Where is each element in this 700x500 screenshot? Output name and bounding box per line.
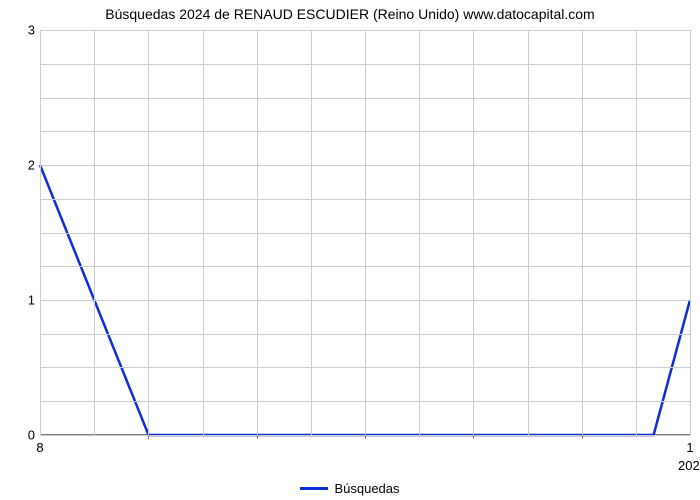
x-tick-mark [582, 435, 583, 439]
y-tick-label: 0 [28, 428, 35, 443]
grid-line-vertical [636, 30, 637, 435]
legend-swatch [300, 487, 328, 490]
grid-line-vertical [473, 30, 474, 435]
y-tick-label: 2 [28, 158, 35, 173]
grid-line-vertical [690, 30, 691, 435]
line-chart: Búsquedas 2024 de RENAUD ESCUDIER (Reino… [0, 0, 700, 500]
grid-line-vertical [148, 30, 149, 435]
x-tick-label-right: 1 [686, 440, 693, 455]
x-tick-mark [365, 435, 366, 439]
y-tick-label: 1 [28, 293, 35, 308]
grid-line-vertical [582, 30, 583, 435]
x-sub-label-right: 202 [678, 458, 700, 473]
y-tick-label: 3 [28, 23, 35, 38]
grid-line-vertical [311, 30, 312, 435]
x-tick-mark [257, 435, 258, 439]
legend-label: Búsquedas [334, 481, 399, 496]
grid-line-vertical [257, 30, 258, 435]
x-tick-label-left: 8 [36, 440, 43, 455]
x-tick-mark [148, 435, 149, 439]
grid-line-vertical [94, 30, 95, 435]
grid-line-vertical [419, 30, 420, 435]
grid-line-vertical [203, 30, 204, 435]
grid-line-vertical [40, 30, 41, 435]
grid-line-vertical [365, 30, 366, 435]
grid-line-vertical [528, 30, 529, 435]
chart-title: Búsquedas 2024 de RENAUD ESCUDIER (Reino… [0, 6, 700, 22]
x-tick-mark [473, 435, 474, 439]
legend: Búsquedas [0, 480, 700, 496]
plot-area [40, 30, 690, 435]
